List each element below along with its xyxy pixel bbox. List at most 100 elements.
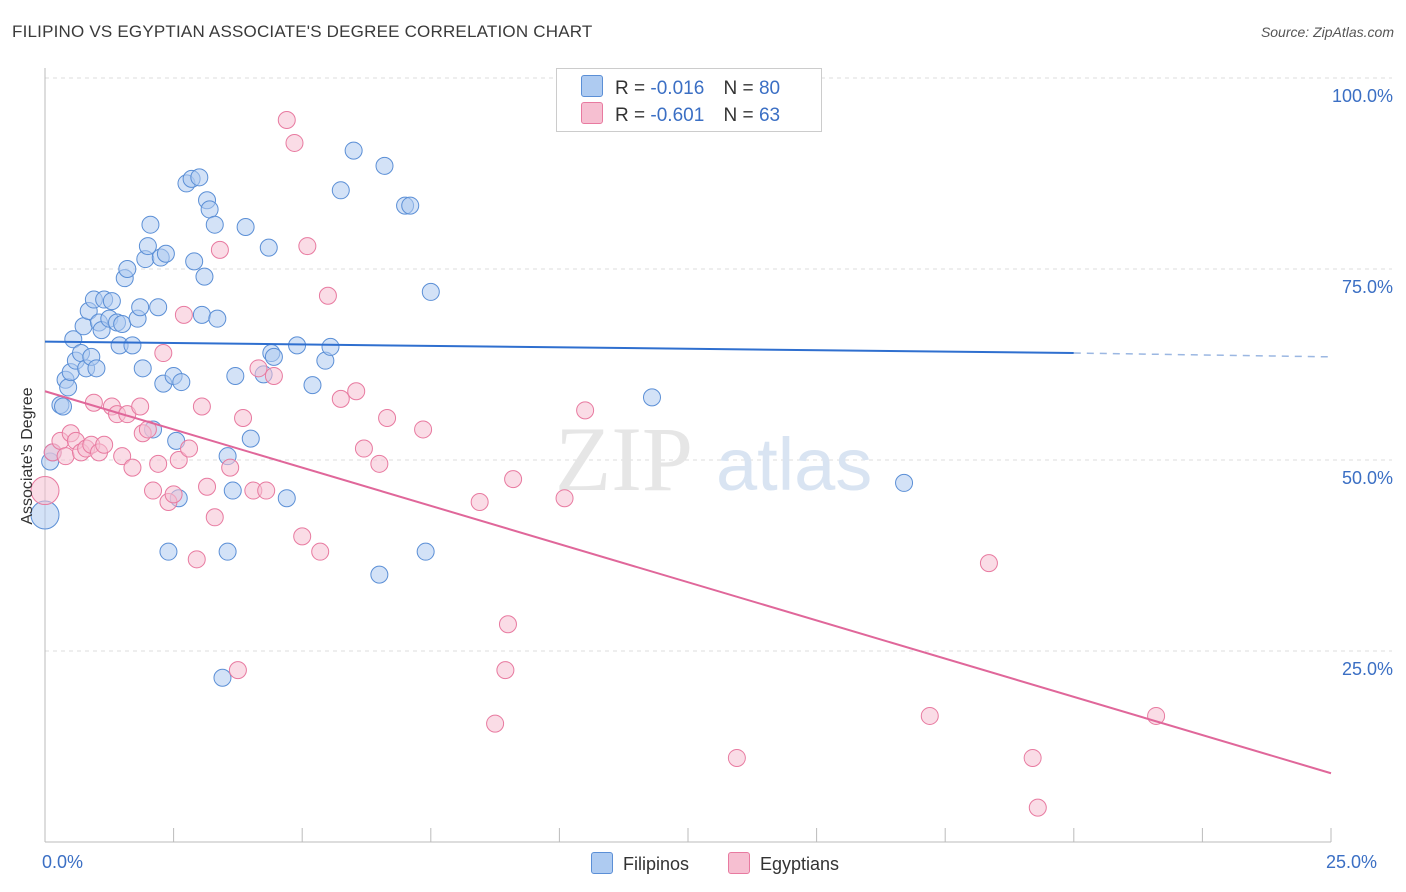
legend-n-value: 63 bbox=[758, 105, 781, 126]
egyptian-point-59 bbox=[727, 748, 746, 767]
egyptian-point-61 bbox=[979, 554, 998, 573]
filipino-point-52 bbox=[205, 215, 224, 234]
y-tick-label-100: 100.0% bbox=[1332, 86, 1393, 106]
egyptian-point-3 bbox=[56, 447, 75, 466]
filipino-point-57 bbox=[226, 366, 245, 385]
filipino-point-70 bbox=[344, 141, 363, 160]
egyptian-point-25 bbox=[169, 451, 188, 469]
egyptian-point-53 bbox=[486, 714, 505, 733]
egyptian-point-32 bbox=[210, 240, 229, 259]
legend-row-egyptians: R = -0.601 N = 63 bbox=[581, 102, 780, 126]
filipino-point-69 bbox=[331, 181, 350, 200]
egyptian-point-24 bbox=[164, 485, 183, 504]
filipino-point-33 bbox=[141, 215, 160, 234]
series-egyptians bbox=[30, 111, 1166, 817]
filipino-point-32 bbox=[138, 237, 157, 256]
filipinos-trend-line bbox=[44, 340, 1074, 355]
egyptian-point-14 bbox=[113, 447, 132, 466]
egyptian-point-11 bbox=[95, 435, 114, 454]
filipino-point-30 bbox=[133, 359, 152, 378]
egyptian-point-57 bbox=[555, 489, 574, 508]
egyptian-point-34 bbox=[228, 661, 247, 680]
egyptian-point-48 bbox=[354, 439, 373, 458]
egyptian-point-52 bbox=[470, 493, 489, 512]
filipino-point-54 bbox=[213, 668, 232, 687]
y-tick-label-50: 50.0% bbox=[1342, 468, 1393, 488]
egyptian-point-41 bbox=[285, 133, 304, 152]
filipino-point-79 bbox=[218, 542, 237, 561]
legend-swatch-egyptians bbox=[581, 102, 603, 124]
egyptian-point-60 bbox=[920, 706, 939, 725]
egyptian-point-62 bbox=[1023, 748, 1042, 767]
egyptian-point-27 bbox=[180, 439, 199, 458]
egyptian-point-54 bbox=[496, 661, 515, 680]
egyptian-point-31 bbox=[205, 508, 224, 527]
egyptian-point-42 bbox=[293, 527, 312, 546]
egyptian-point-43 bbox=[298, 237, 317, 256]
filipino-point-53 bbox=[208, 309, 227, 328]
egyptian-point-35 bbox=[234, 408, 253, 427]
filipino-point-43 bbox=[172, 373, 191, 392]
series-filipinos bbox=[30, 141, 914, 687]
filipino-point-58 bbox=[236, 217, 255, 236]
egyptian-point-46 bbox=[331, 389, 350, 408]
source-label: Source: ZipAtlas.com bbox=[1260, 24, 1394, 40]
filipino-point-11 bbox=[74, 317, 93, 336]
egyptian-point-26 bbox=[174, 305, 193, 324]
filipino-point-74 bbox=[401, 196, 420, 215]
egyptian-point-50 bbox=[378, 408, 397, 427]
filipino-point-16 bbox=[87, 359, 106, 378]
watermark-zip: ZIP bbox=[555, 408, 693, 510]
legend-n-label: N = bbox=[723, 105, 754, 126]
y-tick-label-25: 25.0% bbox=[1342, 659, 1393, 679]
y-tick-label-75: 75.0% bbox=[1342, 277, 1393, 297]
egyptian-point-33 bbox=[221, 458, 240, 477]
egyptian-point-0 bbox=[30, 476, 60, 506]
egyptian-point-45 bbox=[318, 286, 337, 305]
legend-n-label: N = bbox=[723, 78, 754, 99]
bottom-legend-filipinos: Filipinos bbox=[591, 852, 689, 875]
egyptian-point-55 bbox=[498, 615, 517, 634]
egyptian-point-44 bbox=[311, 542, 330, 561]
chart-title: FILIPINO VS EGYPTIAN ASSOCIATE'S DEGREE … bbox=[12, 22, 593, 41]
egyptian-point-51 bbox=[414, 420, 433, 439]
egyptian-point-40 bbox=[277, 111, 296, 130]
filipino-point-39 bbox=[159, 542, 178, 561]
egyptian-point-47 bbox=[347, 382, 366, 401]
filipinos-trend-line-dashed bbox=[1073, 352, 1332, 358]
filipino-point-35 bbox=[149, 298, 168, 317]
filipino-point-26 bbox=[118, 260, 137, 278]
egyptian-point-20 bbox=[144, 481, 163, 500]
egyptian-point-22 bbox=[154, 344, 173, 363]
egyptian-point-29 bbox=[192, 397, 211, 416]
filipino-point-66 bbox=[303, 376, 322, 395]
filipino-point-61 bbox=[259, 238, 278, 257]
filipino-point-72 bbox=[375, 156, 394, 175]
filipino-point-49 bbox=[195, 267, 214, 286]
legend-r-label: R = bbox=[615, 78, 646, 99]
filipino-point-76 bbox=[421, 282, 440, 301]
filipino-point-59 bbox=[241, 429, 260, 448]
correlation-legend: R = -0.016 N = 80 R = -0.601 N = 63 bbox=[556, 68, 822, 132]
filipino-point-21 bbox=[102, 292, 121, 311]
egyptian-point-28 bbox=[187, 550, 206, 569]
filipino-point-46 bbox=[185, 252, 204, 271]
y-axis-label: Associate's Degree bbox=[19, 387, 36, 525]
egyptian-point-37 bbox=[249, 359, 268, 378]
filipino-point-78 bbox=[895, 473, 914, 492]
bottom-legend-label: Egyptians bbox=[760, 854, 840, 874]
filipino-point-63 bbox=[264, 347, 283, 366]
filipino-point-77 bbox=[642, 388, 661, 407]
grid-lines bbox=[45, 77, 1392, 652]
egyptian-point-63 bbox=[1028, 798, 1047, 817]
filipino-point-8 bbox=[64, 330, 83, 349]
x-tick-label-min: 0.0% bbox=[42, 852, 84, 872]
filipino-point-64 bbox=[277, 489, 296, 508]
bottom-legend-swatch bbox=[591, 852, 613, 874]
bottom-legend-swatch bbox=[728, 852, 750, 874]
legend-r-value: -0.601 bbox=[650, 105, 705, 126]
x-tick-label-max: 25.0% bbox=[1326, 852, 1378, 872]
egyptian-point-9 bbox=[84, 393, 103, 412]
legend-r-value: -0.016 bbox=[650, 78, 705, 99]
